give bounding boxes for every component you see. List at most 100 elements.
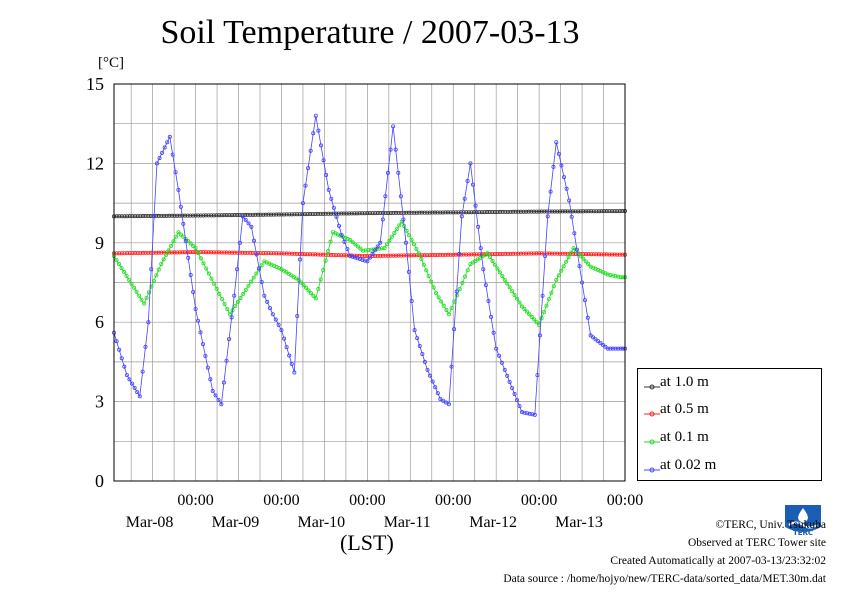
data-point [274,251,279,256]
data-point [235,300,240,305]
data-point [206,271,211,276]
data-point [492,252,497,257]
data-point [209,250,214,255]
data-point [451,252,456,257]
data-point [329,196,334,201]
data-point [261,212,266,217]
data-point [391,210,396,215]
x-tick-date-label: Mar-13 [555,514,603,531]
data-point [463,274,468,279]
y-tick-label: 6 [95,312,104,332]
data-point [551,284,556,289]
data-point [266,212,271,217]
data-point [466,210,471,215]
data-point [186,239,191,244]
data-point [201,261,206,266]
data-point [473,203,478,208]
data-point [323,211,328,216]
data-point [134,289,139,294]
data-point [230,213,235,218]
data-point [524,309,529,314]
y-tick-label: 15 [86,74,104,94]
data-point [355,256,360,261]
y-tick-label: 9 [95,233,104,253]
data-point [529,314,534,319]
data-point [287,212,292,217]
data-point [217,213,222,218]
data-point [486,299,491,304]
data-point [439,299,444,304]
data-point [357,211,362,216]
data-point [412,253,417,258]
data-point [117,261,122,266]
data-point [404,253,409,258]
data-point [344,253,349,258]
data-point [188,250,193,255]
data-point [169,250,174,255]
data-point [469,210,474,215]
data-point [292,370,297,375]
data-point [146,250,151,255]
legend-label-002m: at 0.02 m [660,457,717,473]
data-point [339,232,344,237]
data-point [393,253,398,258]
data-point [444,308,449,313]
data-point [495,266,500,271]
data-point [618,275,623,280]
data-point [500,209,505,214]
data-point [222,302,227,307]
x-tick-time-label: 00:00 [607,492,643,509]
data-point [138,214,143,219]
data-point [427,253,432,258]
data-point [297,251,302,256]
data-point [412,210,417,215]
data-point [370,211,375,216]
data-point [383,210,388,215]
data-point [206,213,211,218]
data-point [282,251,287,256]
data-point [443,252,448,257]
data-point [564,259,569,264]
data-point [304,285,309,290]
data-point [233,304,238,309]
data-point [407,233,412,238]
data-point [403,240,408,245]
data-point [389,234,394,239]
data-point [375,211,380,216]
data-point [373,211,378,216]
data-point [130,381,135,386]
data-point [481,267,486,272]
data-point [511,251,516,256]
data-point [214,250,219,255]
data-point [521,209,526,214]
data-point [380,217,385,222]
data-point [464,252,469,257]
grid-lines [114,83,626,482]
data-point [488,255,493,260]
data-point [510,289,515,294]
data-point [114,214,119,219]
data-point [580,280,585,285]
data-point [152,214,157,219]
data-point [262,293,267,298]
data-point [251,238,256,243]
data-point [321,158,326,163]
data-point [232,250,237,255]
data-point [494,346,499,351]
data-point [578,209,583,214]
data-point [237,240,242,245]
data-point [449,305,454,310]
data-point [577,264,582,269]
data-point [154,250,159,255]
data-point [127,377,132,382]
data-point [591,335,596,340]
data-point [160,150,165,155]
data-point [331,252,336,257]
data-point [459,214,464,219]
data-point [132,385,137,390]
data-point [318,252,323,257]
data-point [339,211,344,216]
data-point [554,140,559,145]
data-point [537,333,542,338]
data-point [205,365,210,370]
